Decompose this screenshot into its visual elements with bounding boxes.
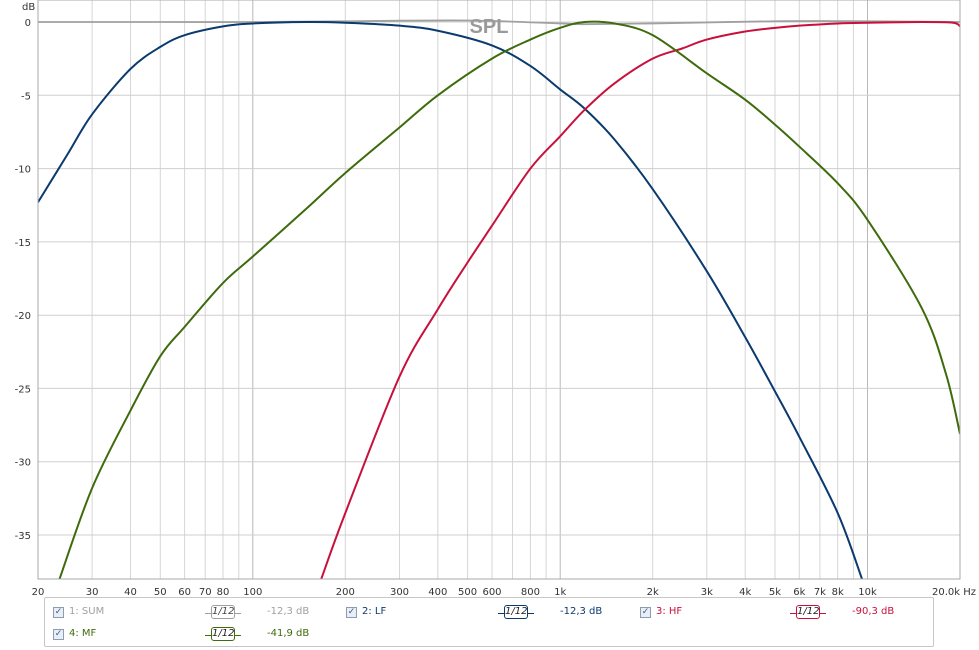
- x-tick-label: 100: [243, 587, 262, 595]
- smoothing-button-sum[interactable]: 1/12: [205, 605, 241, 621]
- spl-chart: 0 -5 -10 -15 -20 -25 -30 -35 20 30 40 50 60 70 80 100 20…: [15, 0, 976, 595]
- y-tick-label: -10: [15, 165, 31, 176]
- x-tick-label: 4k: [739, 587, 751, 595]
- series-line-sum: [38, 19, 960, 26]
- checkbox-hf[interactable]: ✓: [640, 607, 651, 618]
- x-tick-label: 3k: [701, 587, 713, 595]
- smoothing-den-mf: 12: [221, 628, 235, 639]
- x-tick-label: 6k: [793, 587, 805, 595]
- y-tick-label: -15: [15, 238, 31, 249]
- x-tick-label: 70: [199, 587, 212, 595]
- smoothing-button-mf[interactable]: 1/12: [205, 627, 241, 643]
- series-line-hf: [320, 20, 960, 579]
- smoothing-num-sum: 1: [212, 606, 219, 617]
- plot-background: [38, 0, 960, 579]
- smoothing-den-lf: 12: [514, 606, 528, 617]
- tick-labels: 0 -5 -10 -15 -20 -25 -30 -35 20 30 40 50 60 70 80 100 20…: [15, 18, 976, 595]
- plot-frame: [37, 0, 961, 580]
- x-tick-label: 600: [482, 587, 501, 595]
- legend-label-mf: 4: MF: [69, 628, 97, 639]
- smoothing-den-hf: 12: [806, 606, 820, 617]
- level-sum: -12,3 dB: [267, 606, 310, 617]
- level-lf: -12,3 dB: [560, 606, 603, 617]
- chart-title: SPL: [470, 16, 509, 38]
- x-tick-label: 20,0k Hz: [932, 587, 976, 595]
- x-tick-label: 7k: [814, 587, 826, 595]
- x-tick-label: 20: [32, 587, 45, 595]
- y-tick-label: -35: [15, 531, 31, 542]
- legend-label-sum: 1: SUM: [69, 606, 105, 617]
- y-tick-label: -5: [21, 91, 31, 102]
- legend-label-hf: 3: HF: [656, 606, 683, 617]
- x-tick-label: 40: [124, 587, 137, 595]
- checkbox-lf[interactable]: ✓: [346, 607, 357, 618]
- y-tick-label: -25: [15, 384, 31, 395]
- series-line-mf: [58, 20, 960, 579]
- legend-entry-hf[interactable]: ✓ 3: HF 1/12 -90,3 dB: [640, 605, 925, 623]
- legend-panel: ✓ 1: SUM 1/12 -12,3 dB ✓ 2: LF 1/12 -12,…: [44, 597, 934, 647]
- x-tick-label: 5k: [769, 587, 781, 595]
- smoothing-den-sum: 12: [221, 606, 235, 617]
- x-tick-label: 50: [154, 587, 167, 595]
- x-tick-label: 10k: [858, 587, 877, 595]
- series-group: [38, 19, 960, 579]
- x-tick-label: 400: [428, 587, 447, 595]
- level-mf: -41,9 dB: [267, 628, 310, 639]
- legend-entry-mf[interactable]: ✓ 4: MF 1/12 -41,9 dB: [53, 627, 333, 645]
- smoothing-num-hf: 1: [797, 606, 804, 617]
- y-tick-label: -20: [15, 311, 31, 322]
- level-hf: -90,3 dB: [852, 606, 895, 617]
- x-tick-label: 80: [217, 587, 230, 595]
- x-tick-label: 500: [458, 587, 477, 595]
- x-tick-label: 800: [521, 587, 540, 595]
- smoothing-num-mf: 1: [212, 628, 219, 639]
- legend-entry-lf[interactable]: ✓ 2: LF 1/12 -12,3 dB: [346, 605, 626, 623]
- x-tick-label: 8k: [832, 587, 844, 595]
- x-tick-label: 200: [336, 587, 355, 595]
- x-tick-label: 2k: [647, 587, 659, 595]
- y-tick-label: 0: [25, 18, 31, 29]
- x-tick-label: 30: [86, 587, 99, 595]
- y-tick-label: -30: [15, 458, 31, 469]
- x-tick-label: 60: [178, 587, 191, 595]
- checkbox-sum[interactable]: ✓: [53, 607, 64, 618]
- x-tick-label: 300: [390, 587, 409, 595]
- y-axis-label: dB: [22, 2, 35, 13]
- x-tick-label: 1k: [554, 587, 566, 595]
- legend-label-lf: 2: LF: [362, 606, 387, 617]
- legend-entry-sum[interactable]: ✓ 1: SUM 1/12 -12,3 dB: [53, 605, 333, 623]
- series-line-lf: [38, 20, 863, 579]
- checkbox-mf[interactable]: ✓: [53, 629, 64, 640]
- smoothing-num-lf: 1: [505, 606, 512, 617]
- smoothing-button-hf[interactable]: 1/12: [790, 605, 826, 621]
- smoothing-button-lf[interactable]: 1/12: [498, 605, 534, 621]
